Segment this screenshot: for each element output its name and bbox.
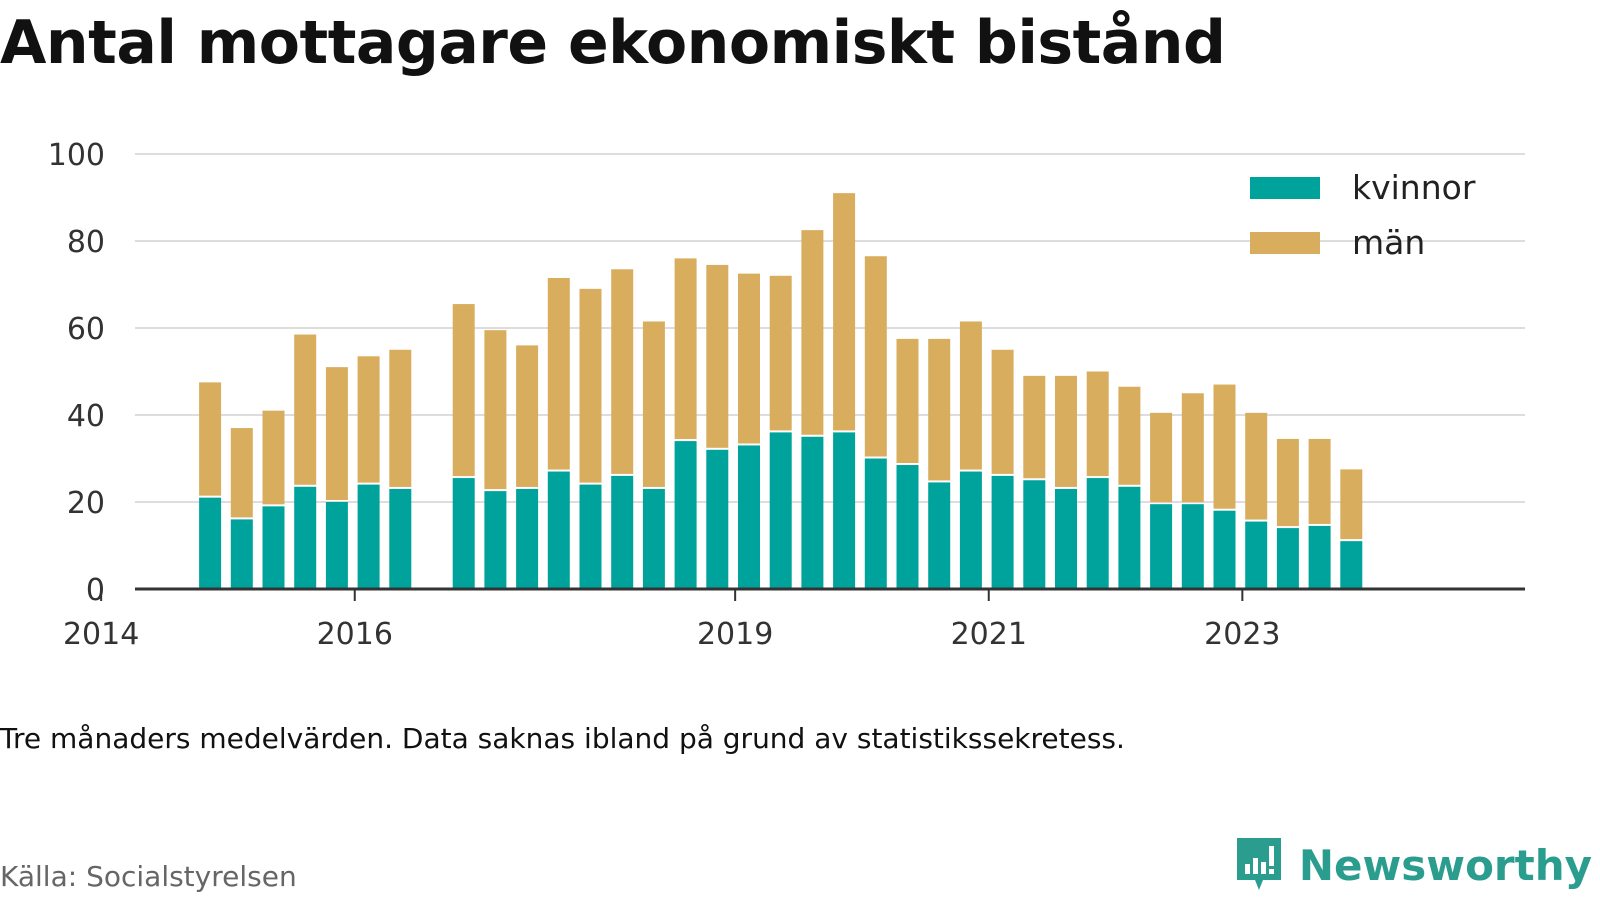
bar-kvinnor bbox=[579, 484, 602, 589]
bar-man bbox=[833, 193, 856, 431]
bar-kvinnor bbox=[769, 432, 792, 589]
bar-man bbox=[325, 367, 348, 500]
bar-man bbox=[547, 277, 570, 470]
bar-man bbox=[1150, 412, 1173, 503]
bar-kvinnor bbox=[833, 432, 856, 589]
bar-man bbox=[1086, 371, 1109, 477]
bar-kvinnor bbox=[1023, 480, 1046, 589]
bar-kvinnor bbox=[1118, 486, 1141, 589]
legend-label-kvinnor: kvinnor bbox=[1352, 168, 1476, 207]
bar-kvinnor bbox=[389, 488, 412, 589]
bar-kvinnor bbox=[357, 484, 380, 589]
legend-swatch-man bbox=[1250, 232, 1320, 254]
bar-man bbox=[484, 330, 507, 490]
bar-man bbox=[1023, 375, 1046, 479]
bar-kvinnor bbox=[738, 445, 760, 589]
bar-man bbox=[1213, 384, 1236, 509]
bar-man bbox=[674, 258, 697, 440]
bar-man bbox=[452, 304, 475, 477]
bar-man bbox=[1308, 438, 1331, 524]
bar-kvinnor bbox=[516, 488, 539, 589]
bar-man bbox=[896, 338, 919, 464]
y-tick-label: 40 bbox=[67, 399, 105, 434]
bar-kvinnor bbox=[1308, 525, 1331, 589]
bar-kvinnor bbox=[896, 465, 919, 589]
bar-man bbox=[769, 275, 792, 431]
bar-kvinnor bbox=[959, 471, 982, 589]
bar-kvinnor bbox=[262, 506, 285, 589]
bar-man bbox=[928, 338, 951, 481]
source-label: Källa: Socialstyrelsen bbox=[0, 860, 297, 893]
bar-kvinnor bbox=[611, 475, 634, 589]
bar-kvinnor bbox=[1276, 528, 1299, 589]
bar-man bbox=[516, 345, 539, 487]
bar-kvinnor bbox=[674, 441, 697, 589]
bar-kvinnor bbox=[1055, 488, 1077, 589]
x-tick-label: 2016 bbox=[317, 617, 393, 652]
bar-man bbox=[1118, 386, 1141, 485]
bar-kvinnor bbox=[706, 449, 729, 589]
bar-man bbox=[199, 382, 222, 496]
bar-kvinnor bbox=[294, 486, 317, 589]
bar-man bbox=[389, 349, 412, 487]
newsworthy-logo-icon bbox=[1236, 838, 1281, 890]
bar-kvinnor bbox=[230, 519, 253, 589]
bar-man bbox=[1055, 375, 1077, 487]
y-tick-label: 20 bbox=[67, 486, 105, 521]
x-tick-label: 2021 bbox=[951, 617, 1027, 652]
bars bbox=[199, 193, 1363, 589]
bar-kvinnor bbox=[642, 488, 665, 589]
legend-label-man: män bbox=[1352, 223, 1425, 262]
x-tick-label: 2014 bbox=[63, 617, 139, 652]
bar-man bbox=[1245, 412, 1268, 520]
bar-kvinnor bbox=[1181, 504, 1204, 589]
bar-kvinnor bbox=[801, 436, 824, 589]
bar-kvinnor bbox=[1340, 541, 1363, 589]
bar-kvinnor bbox=[452, 478, 475, 589]
legend: kvinnor män bbox=[1250, 168, 1476, 262]
bar-kvinnor bbox=[325, 502, 348, 589]
bar-man bbox=[991, 349, 1014, 474]
brand-name: Newsworthy bbox=[1298, 840, 1592, 890]
x-tick-label: 2019 bbox=[697, 617, 773, 652]
chart-title: Antal mottagare ekonomiskt bistånd bbox=[0, 8, 1226, 78]
bar-man bbox=[230, 428, 253, 518]
bar-man bbox=[262, 410, 285, 505]
bar-man bbox=[738, 273, 760, 444]
legend-swatch-kvinnor bbox=[1250, 177, 1320, 199]
bar-man bbox=[1181, 393, 1204, 503]
bar-man bbox=[357, 356, 380, 483]
bar-kvinnor bbox=[1213, 510, 1236, 589]
x-tick-label: 2023 bbox=[1204, 617, 1280, 652]
bar-man bbox=[864, 256, 887, 457]
y-tick-label: 60 bbox=[67, 312, 105, 347]
bar-kvinnor bbox=[1150, 504, 1173, 589]
bar-kvinnor bbox=[991, 475, 1014, 589]
bar-kvinnor bbox=[484, 491, 507, 589]
chart-note: Tre månaders medelvärden. Data saknas ib… bbox=[0, 722, 1125, 755]
bar-man bbox=[1340, 469, 1363, 540]
y-tick-label: 80 bbox=[67, 225, 105, 260]
bar-kvinnor bbox=[1245, 521, 1268, 589]
bar-man bbox=[642, 321, 665, 487]
bar-man bbox=[1276, 438, 1299, 527]
bar-kvinnor bbox=[547, 471, 570, 589]
bar-man bbox=[579, 288, 602, 483]
bar-man bbox=[959, 321, 982, 470]
bar-kvinnor bbox=[199, 497, 222, 589]
y-tick-label: 100 bbox=[48, 138, 105, 173]
bar-man bbox=[611, 269, 634, 474]
bar-man bbox=[294, 334, 317, 485]
brand-logo: Newsworthy bbox=[1233, 836, 1592, 894]
bar-kvinnor bbox=[928, 482, 951, 589]
bar-man bbox=[706, 264, 729, 448]
bar-man bbox=[801, 230, 824, 435]
bar-kvinnor bbox=[1086, 478, 1109, 589]
bar-kvinnor bbox=[864, 458, 887, 589]
